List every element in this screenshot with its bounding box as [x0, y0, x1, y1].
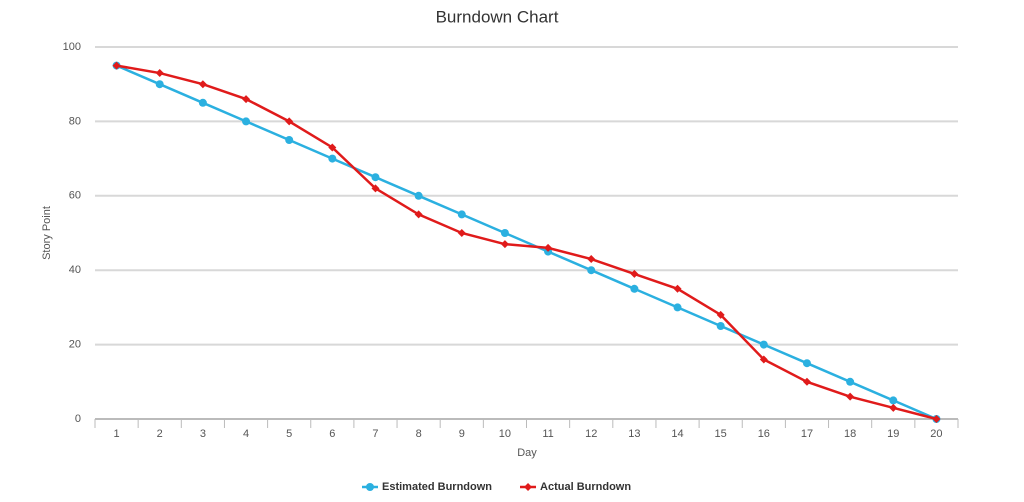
marker [500, 240, 509, 249]
marker [630, 284, 639, 293]
marker [414, 191, 423, 200]
marker [716, 310, 725, 319]
x-tick-label: 13 [628, 428, 640, 440]
marker [802, 359, 811, 368]
x-tick-label: 5 [286, 428, 292, 440]
x-tick-label: 11 [542, 428, 553, 440]
marker [155, 69, 164, 78]
marker [242, 95, 251, 104]
x-tick-label: 12 [585, 428, 597, 440]
marker [932, 415, 941, 423]
x-tick-label: 10 [499, 428, 511, 440]
x-tick-label: 7 [372, 428, 378, 440]
marker [759, 355, 768, 364]
x-tick-label: 6 [329, 428, 335, 440]
legend-label: Estimated Burndown [382, 481, 492, 493]
y-tick-label: 60 [69, 190, 81, 202]
x-tick-label: 3 [200, 428, 206, 440]
marker [524, 483, 533, 491]
x-tick-label: 2 [157, 428, 163, 440]
series-line [116, 64, 937, 421]
legend-item: Actual Burndown [520, 481, 631, 493]
marker [587, 255, 596, 264]
y-tick-label: 80 [69, 115, 81, 127]
y-tick-label: 40 [69, 264, 81, 276]
marker [198, 80, 207, 89]
x-tick-label: 1 [114, 428, 120, 440]
marker [587, 266, 596, 275]
x-tick-label: 18 [844, 428, 856, 440]
marker [673, 303, 682, 312]
x-tick-label: 4 [243, 428, 249, 440]
marker [242, 117, 251, 126]
marker [889, 403, 898, 412]
marker [889, 396, 898, 405]
marker [544, 243, 553, 252]
marker [328, 143, 337, 152]
legend-label: Actual Burndown [540, 481, 631, 493]
x-axis-label: Day [517, 447, 537, 459]
marker [846, 377, 855, 386]
x-tick-label: 14 [671, 428, 683, 440]
legend-item: Estimated Burndown [362, 481, 492, 493]
x-tick-label: 19 [887, 428, 899, 440]
marker [630, 269, 639, 278]
x-tick-label: 8 [416, 428, 422, 440]
marker [198, 98, 207, 107]
y-tick-label: 20 [69, 339, 81, 351]
marker [500, 229, 509, 237]
marker [802, 377, 811, 386]
x-tick-label: 16 [758, 428, 770, 440]
chart-title: Burndown Chart [436, 7, 559, 26]
marker [112, 61, 121, 70]
y-tick-label: 0 [75, 413, 81, 425]
marker [846, 392, 855, 401]
series-line [116, 64, 937, 421]
x-tick-label: 9 [459, 428, 465, 440]
marker [328, 154, 337, 163]
marker [371, 184, 380, 193]
y-axis-label: Story Point [41, 206, 53, 260]
marker [371, 173, 380, 182]
marker [155, 80, 164, 89]
marker [457, 210, 466, 219]
marker [673, 284, 682, 293]
marker [285, 136, 294, 144]
x-tick-label: 20 [930, 428, 942, 440]
marker [716, 322, 725, 330]
x-tick-label: 15 [715, 428, 727, 440]
marker [457, 229, 466, 237]
marker [285, 117, 294, 126]
marker [759, 340, 768, 349]
y-tick-label: 100 [63, 41, 81, 53]
marker [414, 210, 423, 219]
x-tick-label: 17 [801, 428, 813, 440]
marker [366, 483, 374, 491]
